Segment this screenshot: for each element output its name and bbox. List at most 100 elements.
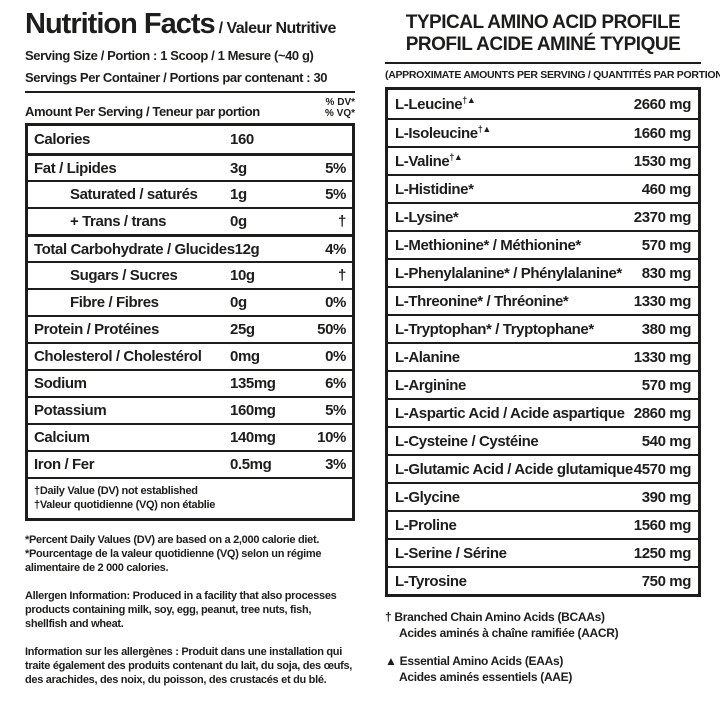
- row-dv: 6%: [325, 375, 346, 392]
- title-french: / Valeur Nutritive: [214, 20, 337, 37]
- serving-size-line: Serving Size / Portion : 1 Scoop / 1 Mes…: [25, 48, 314, 63]
- row-value: 160: [230, 131, 254, 148]
- amino-row-tyrosine: L-Tyrosine 750 mg: [388, 566, 698, 594]
- amino-value: 1560 mg: [633, 516, 692, 534]
- amino-row-glycine: L-Glycine 390 mg: [388, 482, 698, 510]
- row-label: Fat / Lipides: [34, 159, 117, 177]
- row-dv: 0%: [325, 348, 346, 365]
- amino-row-phenylalanine: L-Phenylalanine* / Phénylalanine* 830 mg: [388, 258, 698, 286]
- amino-value: 570 mg: [641, 236, 692, 254]
- table-row-protein: Protein / Protéines 25g 50%: [28, 315, 352, 342]
- table-row-saturated: Saturated / saturés 1g 5%: [28, 180, 352, 207]
- row-label: Cholesterol / Cholestérol: [34, 348, 202, 365]
- eaa-footnote-french: Acides aminés essentiels (AAE): [399, 670, 573, 684]
- amino-row-methionine: L-Methionine* / Méthionine* 570 mg: [388, 230, 698, 258]
- row-label: Calories: [34, 131, 90, 148]
- row-label: Fibre / Fibres: [70, 294, 159, 311]
- row-dv: †: [338, 267, 346, 284]
- table-row-calcium: Calcium 140mg 10%: [28, 423, 352, 450]
- table-row-calories: Calories 160: [28, 126, 352, 153]
- table-row-sugars: Sugars / Sucres 10g †: [28, 261, 352, 288]
- table-row-sodium: Sodium 135mg 6%: [28, 369, 352, 396]
- amino-value: 1250 mg: [633, 544, 692, 562]
- amino-label: L-Glycine: [395, 489, 460, 506]
- nutrition-facts-title: Nutrition Facts / Valeur Nutritive: [25, 8, 355, 41]
- row-value: 3g: [230, 159, 247, 177]
- amino-row-isoleucine: L-Isoleucine†▲ 1660 mg: [388, 118, 698, 146]
- amino-value: 830 mg: [641, 264, 692, 282]
- table-row-potassium: Potassium 160mg 5%: [28, 396, 352, 423]
- amino-row-valine: L-Valine†▲ 1530 mg: [388, 146, 698, 174]
- amino-value: 460 mg: [641, 180, 692, 198]
- amino-label: L-Glutamic Acid / Acide glutamique: [395, 461, 633, 478]
- amino-value: 2370 mg: [633, 208, 692, 226]
- table-row-carbohydrate: Total Carbohydrate / Glucides 12g 4%: [28, 234, 352, 261]
- table-row-fat: Fat / Lipides 3g 5%: [28, 153, 352, 180]
- amino-label: L-Arginine: [395, 377, 466, 394]
- amino-label: L-Leucine†▲: [395, 95, 476, 113]
- amino-row-histidine: L-Histidine* 460 mg: [388, 174, 698, 202]
- amino-value: 540 mg: [641, 432, 692, 450]
- amino-row-arginine: L-Arginine 570 mg: [388, 370, 698, 398]
- amino-row-alanine: L-Alanine 1330 mg: [388, 342, 698, 370]
- table-row-cholesterol: Cholesterol / Cholestérol 0mg 0%: [28, 342, 352, 369]
- row-label: Saturated / saturés: [70, 186, 198, 203]
- bcaa-footnote: † Branched Chain Amino Acids (BCAAs) Aci…: [385, 609, 701, 641]
- amino-label: L-Serine / Sérine: [395, 545, 507, 562]
- row-value: 10g: [230, 267, 255, 284]
- amino-row-leucine: L-Leucine†▲ 2660 mg: [388, 90, 698, 118]
- row-value: 0.5mg: [230, 456, 272, 473]
- row-label: Sodium: [34, 375, 87, 392]
- amino-label: L-Threonine* / Thréonine*: [395, 293, 569, 310]
- table-row-trans: + Trans / trans 0g †: [28, 207, 352, 234]
- row-value: 160mg: [230, 402, 276, 419]
- amino-label: L-Proline: [395, 517, 457, 534]
- amino-profile-title: TYPICAL AMINO ACID PROFILE PROFIL ACIDE …: [385, 12, 701, 56]
- divider-rule: [385, 62, 701, 64]
- row-label: + Trans / trans: [70, 213, 167, 230]
- amino-label: L-Methionine* / Méthionine*: [395, 237, 581, 254]
- row-dv: 5%: [325, 159, 346, 177]
- daily-value-header: % DV* % VQ*: [325, 97, 355, 119]
- amino-profile-subtitle: (APPROXIMATE AMOUNTS PER SERVING / QUANT…: [385, 69, 720, 81]
- amino-value: 2860 mg: [633, 404, 692, 422]
- amino-label: L-Lysine*: [395, 209, 459, 226]
- eaa-footnote-english: ▲ Essential Amino Acids (EAAs): [385, 654, 564, 668]
- amino-value: 390 mg: [641, 488, 692, 506]
- amino-label: L-Aspartic Acid / Acide aspartique: [395, 405, 625, 422]
- amino-label: L-Valine†▲: [395, 152, 463, 170]
- row-value: 25g: [230, 321, 255, 338]
- amino-row-glutamic-acid: L-Glutamic Acid / Acide glutamique 4570 …: [388, 454, 698, 482]
- note-line-fr: †Valeur quotidienne (VQ) non établie: [34, 499, 216, 511]
- amino-value: 570 mg: [641, 376, 692, 394]
- footnote-french: *Pourcentage de la valeur quotidienne (V…: [25, 548, 322, 574]
- amino-row-cysteine: L-Cysteine / Cystéine 540 mg: [388, 426, 698, 454]
- amount-per-serving-header: Amount Per Serving / Teneur par portion …: [25, 97, 355, 119]
- row-dv: 10%: [317, 429, 346, 446]
- amino-label: L-Cysteine / Cystéine: [395, 433, 539, 450]
- amount-per-serving-label: Amount Per Serving / Teneur par portion: [25, 104, 260, 119]
- row-value: 0g: [230, 294, 247, 311]
- note-line-en: †Daily Value (DV) not established: [34, 485, 198, 497]
- amino-row-lysine: L-Lysine* 2370 mg: [388, 202, 698, 230]
- row-value: 12g: [234, 240, 260, 258]
- dv-header-en: % DV*: [325, 97, 355, 108]
- amino-value: 1330 mg: [633, 348, 692, 366]
- title-english: Nutrition Facts: [25, 8, 216, 40]
- row-value: 140mg: [230, 429, 276, 446]
- row-label: Total Carbohydrate / Glucides: [34, 240, 235, 258]
- amino-label: L-Phenylalanine* / Phénylalanine*: [395, 265, 622, 282]
- amino-row-threonine: L-Threonine* / Thréonine* 1330 mg: [388, 286, 698, 314]
- row-label: Calcium: [34, 429, 90, 446]
- row-label: Sugars / Sucres: [70, 267, 178, 284]
- nutrition-table: Calories 160 Fat / Lipides 3g 5% Saturat…: [25, 123, 355, 521]
- row-dv: 4%: [325, 240, 346, 258]
- amino-value: 2660 mg: [633, 95, 692, 113]
- bcaa-footnote-english: † Branched Chain Amino Acids (BCAAs): [385, 610, 605, 624]
- row-dv: 0%: [325, 294, 346, 311]
- amino-row-aspartic-acid: L-Aspartic Acid / Acide aspartique 2860 …: [388, 398, 698, 426]
- row-label: Protein / Protéines: [34, 321, 159, 338]
- footnote-english: *Percent Daily Values (DV) are based on …: [25, 534, 320, 546]
- eaa-footnote: ▲ Essential Amino Acids (EAAs) Acides am…: [385, 653, 701, 685]
- row-dv: 3%: [325, 456, 346, 473]
